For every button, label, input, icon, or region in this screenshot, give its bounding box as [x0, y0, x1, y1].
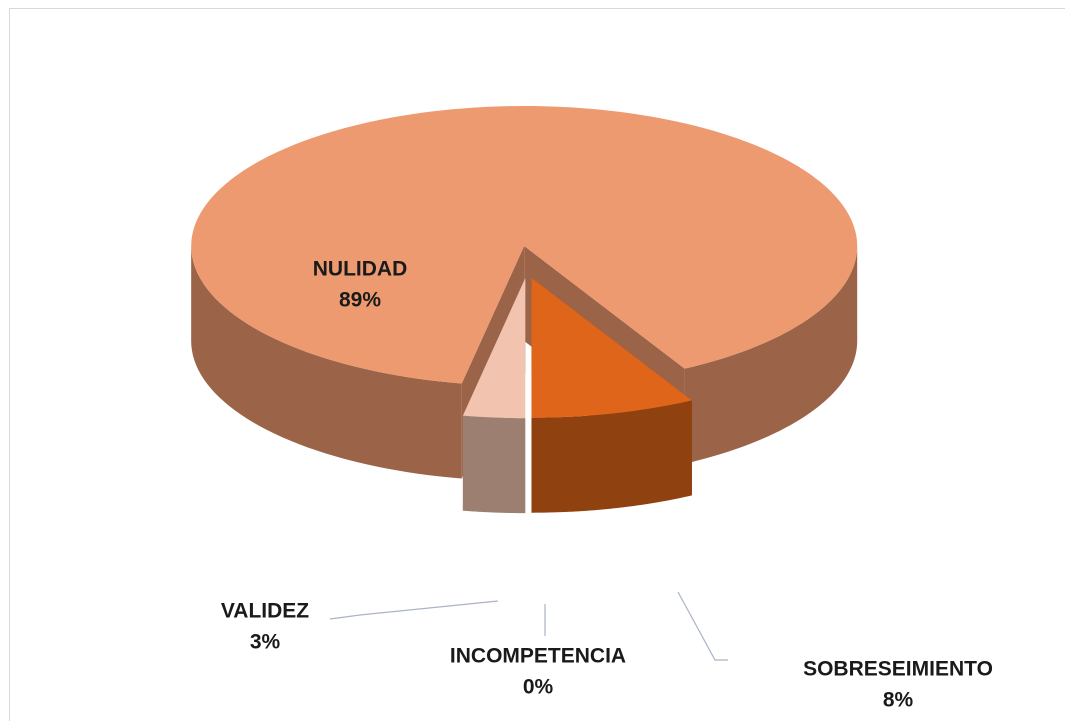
slice-label: NULIDAD	[313, 258, 408, 281]
leader-line	[329, 600, 499, 620]
slice-value-label: 0%	[523, 676, 554, 699]
slice	[191, 106, 858, 384]
leader-line	[677, 591, 728, 661]
pie	[191, 106, 858, 514]
chart-frame	[9, 8, 1065, 721]
slice-shade	[531, 400, 692, 513]
slice-shade	[462, 415, 526, 514]
slice-side	[684, 245, 858, 464]
slice-value-label: 89%	[339, 289, 381, 312]
slice-label: INCOMPETENCIA	[450, 645, 626, 668]
slice	[531, 277, 692, 418]
slice-shade	[684, 245, 858, 464]
slice-value-label: 8%	[883, 689, 914, 712]
labels: NULIDAD 89% SOBRESEIMIENTO 8% INCOMPETENCIA 0…	[221, 258, 993, 712]
slice-label: SOBRESEIMIENTO	[803, 658, 993, 681]
slice	[462, 278, 526, 419]
slice-side	[191, 245, 462, 479]
slice-side	[531, 400, 692, 513]
slice-side	[462, 415, 526, 514]
slice-label: VALIDEZ	[221, 600, 309, 623]
slice-value-label: 3%	[250, 631, 281, 654]
slice-shade	[191, 245, 462, 479]
